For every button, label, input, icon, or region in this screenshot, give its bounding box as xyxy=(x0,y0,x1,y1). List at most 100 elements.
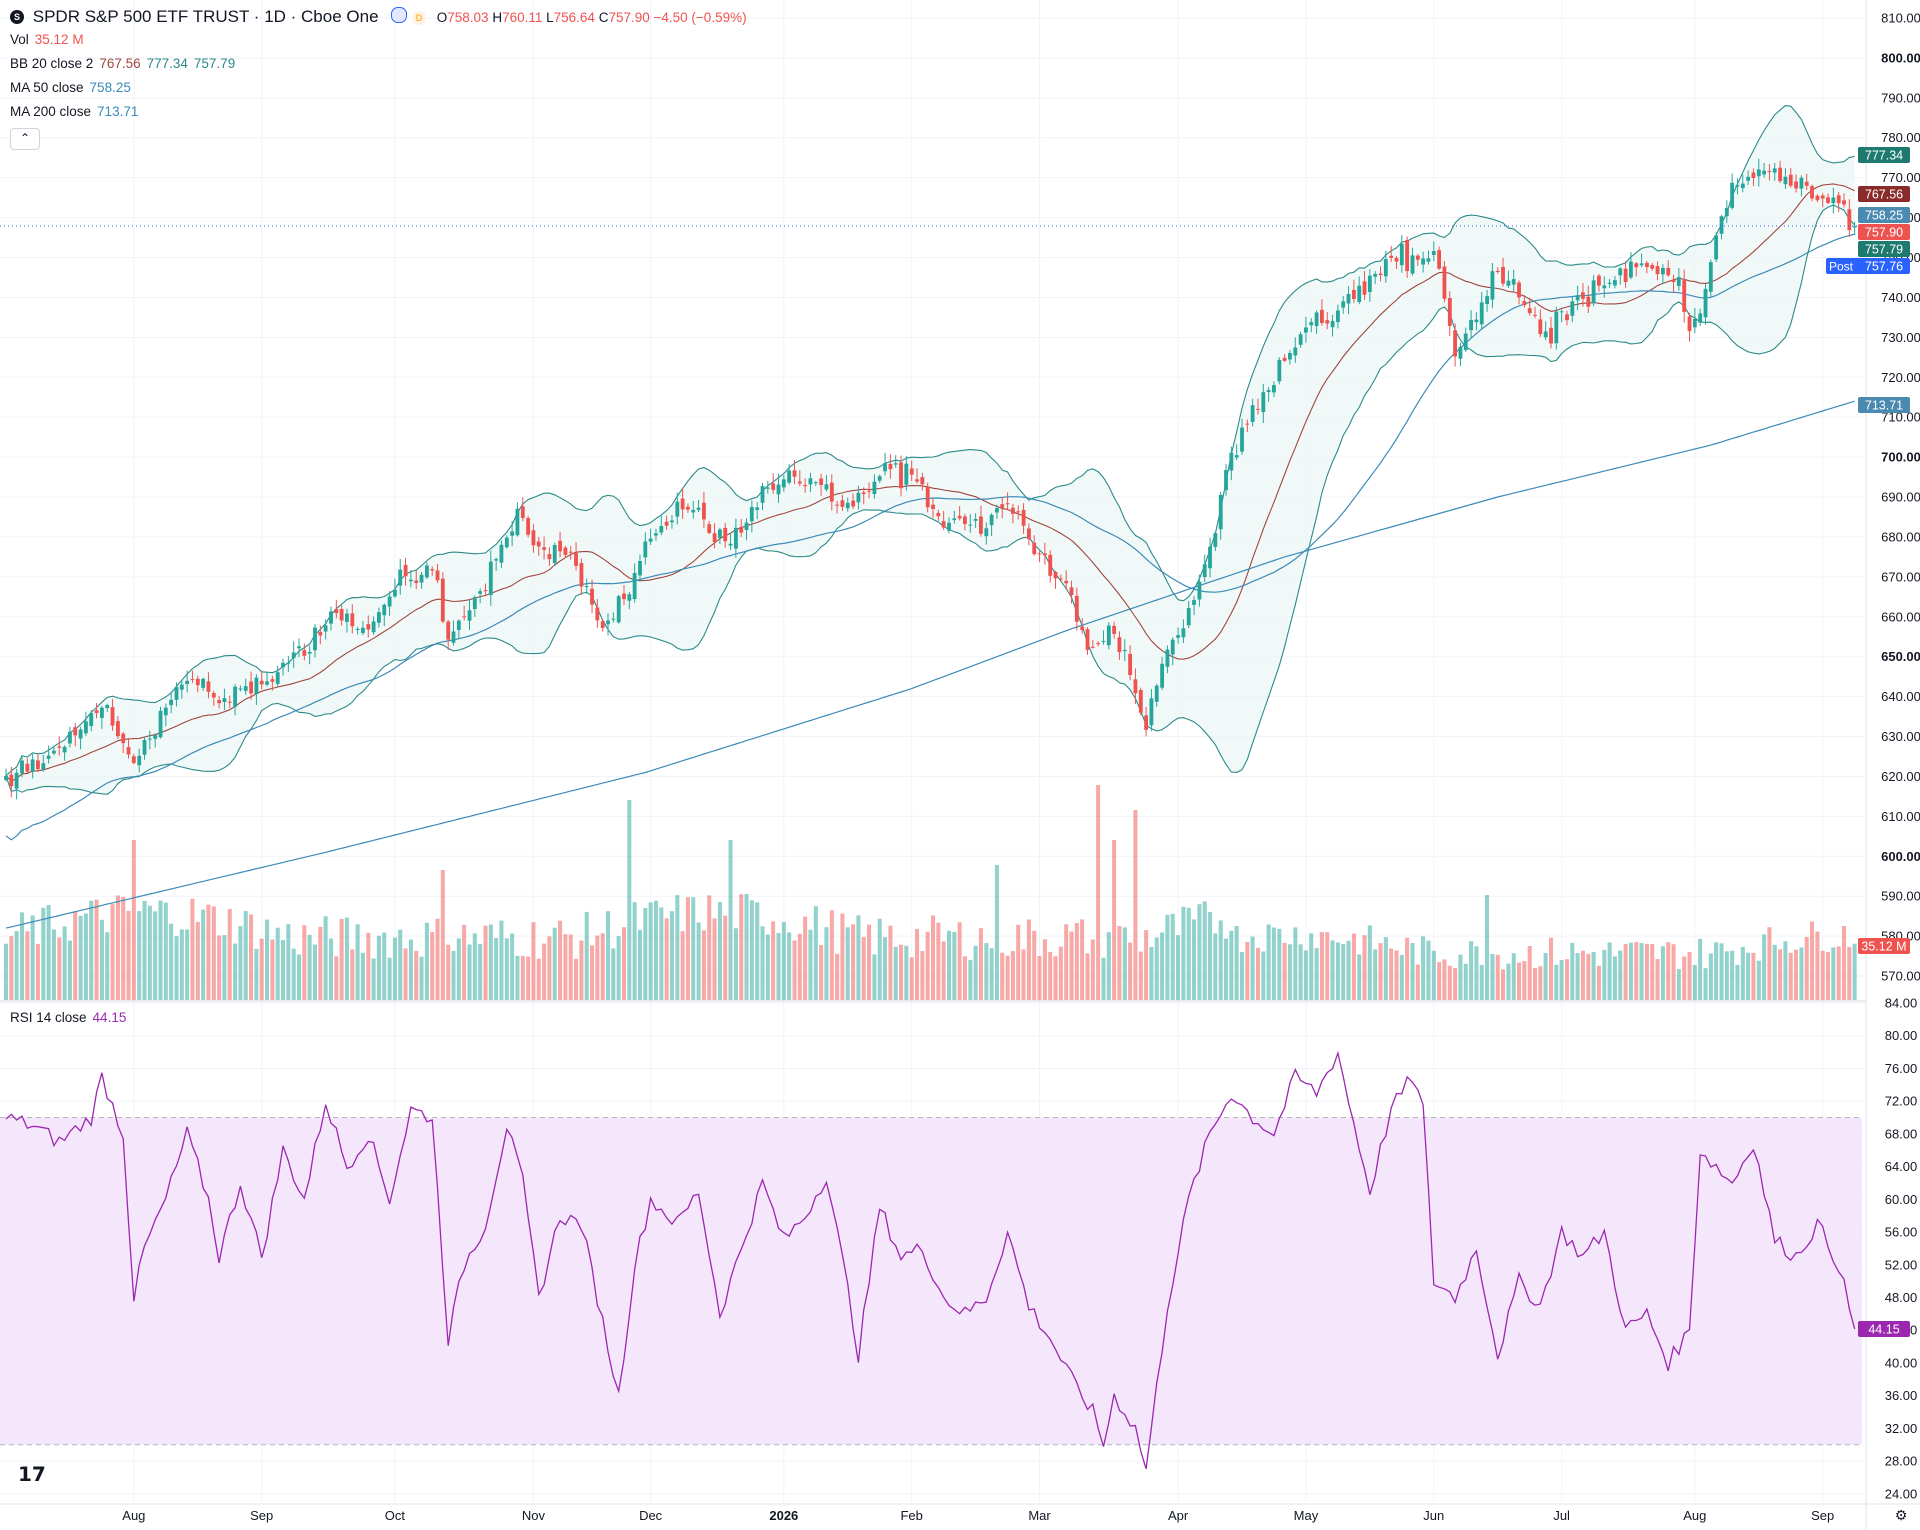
volume-bar xyxy=(1724,951,1729,1000)
candle-body xyxy=(1011,507,1015,514)
time-tick-label: Sep xyxy=(250,1508,273,1523)
candle-body xyxy=(739,527,744,533)
candle-body xyxy=(1176,635,1181,638)
candle-body xyxy=(1613,280,1617,286)
chart-title[interactable]: SPDR S&P 500 ETF TRUST · 1D · Cboe One xyxy=(32,7,379,26)
candle-body xyxy=(909,468,914,475)
candle-body xyxy=(1346,293,1351,304)
rsi-tick-label: 68.00 xyxy=(1885,1126,1918,1141)
volume-bar xyxy=(1298,944,1303,1000)
candle-body xyxy=(861,492,866,495)
symbol-badge[interactable]: S xyxy=(10,10,24,24)
rsi-tick-label: 56.00 xyxy=(1885,1225,1918,1240)
candle-body xyxy=(1032,542,1037,555)
candle-body xyxy=(1005,503,1010,505)
candle-body xyxy=(1490,271,1495,300)
volume-bar xyxy=(1565,959,1570,1000)
candle-body xyxy=(446,621,451,640)
volume-bar xyxy=(675,895,680,1000)
candle-body xyxy=(1431,251,1436,255)
volume-bar xyxy=(1543,953,1548,1000)
candle-body xyxy=(355,629,360,630)
volume-bar xyxy=(1074,923,1079,1000)
candle-body xyxy=(1048,554,1053,576)
badge-rsi: 44.15 xyxy=(1868,1322,1899,1336)
vol-legend[interactable]: Vol 35.12 M xyxy=(10,32,84,47)
rsi-tick-label: 48.00 xyxy=(1885,1290,1918,1305)
candle-body xyxy=(1202,564,1207,577)
volume-bar xyxy=(744,894,749,1000)
volume-bar xyxy=(1820,950,1825,1000)
candle-body xyxy=(1767,170,1772,172)
candle-body xyxy=(1389,255,1394,258)
rsi-legend[interactable]: RSI 14 close 44.15 xyxy=(10,1010,127,1025)
volume-bar xyxy=(643,908,648,1000)
candle-body xyxy=(526,518,531,535)
candle-body xyxy=(728,543,733,546)
candle-body xyxy=(840,500,845,507)
collapse-legend-button[interactable]: ⌃ xyxy=(10,128,40,150)
market-status-icon[interactable] xyxy=(391,7,408,23)
volume-bar xyxy=(1367,925,1372,1000)
volume-bar xyxy=(9,936,14,1000)
ma50-legend[interactable]: MA 50 close 758.25 xyxy=(10,80,131,95)
volume-bar xyxy=(1314,948,1319,1000)
time-tick-label: Dec xyxy=(639,1508,663,1523)
tradingview-logo-icon[interactable]: 𝟭𝟳 xyxy=(18,1464,46,1486)
title-row: S SPDR S&P 500 ETF TRUST · 1D · Cboe One… xyxy=(10,7,747,27)
ma200-legend[interactable]: MA 200 close 713.71 xyxy=(10,104,139,119)
candle-body xyxy=(1527,308,1532,314)
volume-bar xyxy=(606,911,611,1000)
settings-gear-icon[interactable]: ⚙ xyxy=(1895,1508,1908,1524)
candle-body xyxy=(1133,679,1138,694)
candle-body xyxy=(1266,390,1271,392)
candle-body xyxy=(915,479,919,482)
rsi-tick-label: 40.00 xyxy=(1885,1355,1918,1370)
delay-icon[interactable]: D xyxy=(412,11,426,25)
volume-bar xyxy=(1080,919,1085,1000)
candle-body xyxy=(4,775,8,780)
volume-bar xyxy=(1090,939,1095,1000)
volume-bar xyxy=(952,931,957,1000)
volume-bar xyxy=(201,909,206,1000)
volume-bar xyxy=(62,926,67,1000)
price-tick-label: 640.00 xyxy=(1881,689,1920,704)
volume-bar xyxy=(1447,965,1452,1000)
candle-body xyxy=(1160,663,1165,688)
volume-bar xyxy=(552,927,557,1000)
time-tick-label: 2026 xyxy=(769,1508,798,1523)
candle-body xyxy=(350,613,355,627)
bb-legend[interactable]: BB 20 close 2 767.56 777.34 757.79 xyxy=(10,56,236,71)
candle-body xyxy=(1538,319,1543,335)
time-tick-label: Sep xyxy=(1811,1508,1834,1523)
candle-body xyxy=(829,482,834,502)
candle-body xyxy=(1415,255,1420,260)
bb-lower-line xyxy=(5,204,1856,795)
price-tick-label: 630.00 xyxy=(1881,729,1920,744)
volume-bar xyxy=(1170,913,1175,1000)
candle-body xyxy=(1447,298,1452,326)
volume-bar xyxy=(1325,932,1330,1000)
volume-bar xyxy=(1192,919,1197,1000)
badge-post-bg xyxy=(1826,258,1910,274)
candle-body xyxy=(600,621,605,628)
volume-bar xyxy=(1421,936,1426,1000)
candle-body xyxy=(584,586,589,588)
volume-bar xyxy=(1271,927,1276,1000)
candle-body xyxy=(1533,314,1537,316)
volume-bar xyxy=(579,940,584,1000)
volume-bar xyxy=(1005,955,1010,1000)
volume-bar xyxy=(1362,935,1367,1000)
volume-bar xyxy=(1479,964,1484,1000)
volume-bar xyxy=(1634,942,1639,1000)
candle-body xyxy=(973,519,978,521)
candle-body xyxy=(1320,309,1324,323)
candle-body xyxy=(632,573,637,599)
candle-body xyxy=(1373,273,1378,277)
volume-bar xyxy=(1804,937,1809,1000)
candle-body xyxy=(1474,319,1479,323)
price-tick-label: 720.00 xyxy=(1881,370,1920,385)
time-tick-label: Apr xyxy=(1168,1508,1189,1523)
candle-body xyxy=(1218,494,1223,530)
